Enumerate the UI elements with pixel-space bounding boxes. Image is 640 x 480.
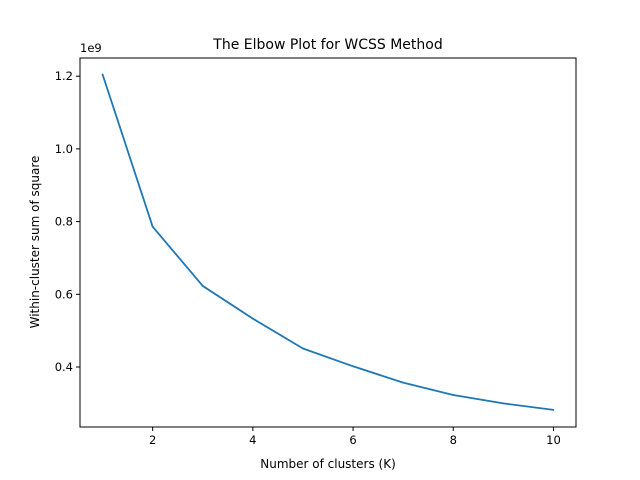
data-point xyxy=(302,347,304,350)
plot-series xyxy=(101,73,555,411)
y-tick-label: 0.4 xyxy=(55,360,73,374)
x-tick-label: 10 xyxy=(546,433,561,447)
data-point xyxy=(151,225,154,228)
y-tick-label: 0.8 xyxy=(55,215,73,229)
plot-frame xyxy=(79,57,577,428)
x-tick-label: 4 xyxy=(249,433,256,447)
x-tick-label: 2 xyxy=(149,433,156,447)
data-point xyxy=(101,73,104,76)
data-point xyxy=(251,317,254,320)
x-tick-label: 6 xyxy=(349,433,356,447)
data-point xyxy=(352,365,354,368)
data-point xyxy=(452,394,455,396)
data-point xyxy=(201,285,204,287)
y-tick-label: 1.0 xyxy=(55,142,73,156)
axis-ticks: 2 4 6 8 10 0.4 0.6 0.8 1.0 1.2 xyxy=(55,69,561,447)
series-line xyxy=(101,74,554,411)
x-tick-label: 8 xyxy=(450,433,457,447)
data-point xyxy=(502,402,505,405)
y-axis-label: Within-cluster sum of square xyxy=(28,156,42,329)
chart-title: The Elbow Plot for WCSS Method xyxy=(212,37,442,53)
y-tick-label: 1.2 xyxy=(55,69,73,83)
data-point xyxy=(552,409,555,411)
y-axis-offset-label: 1e9 xyxy=(80,41,102,55)
y-tick-label: 0.6 xyxy=(55,287,73,301)
x-axis-label: Number of clusters (K) xyxy=(260,457,396,471)
data-point xyxy=(402,381,405,384)
